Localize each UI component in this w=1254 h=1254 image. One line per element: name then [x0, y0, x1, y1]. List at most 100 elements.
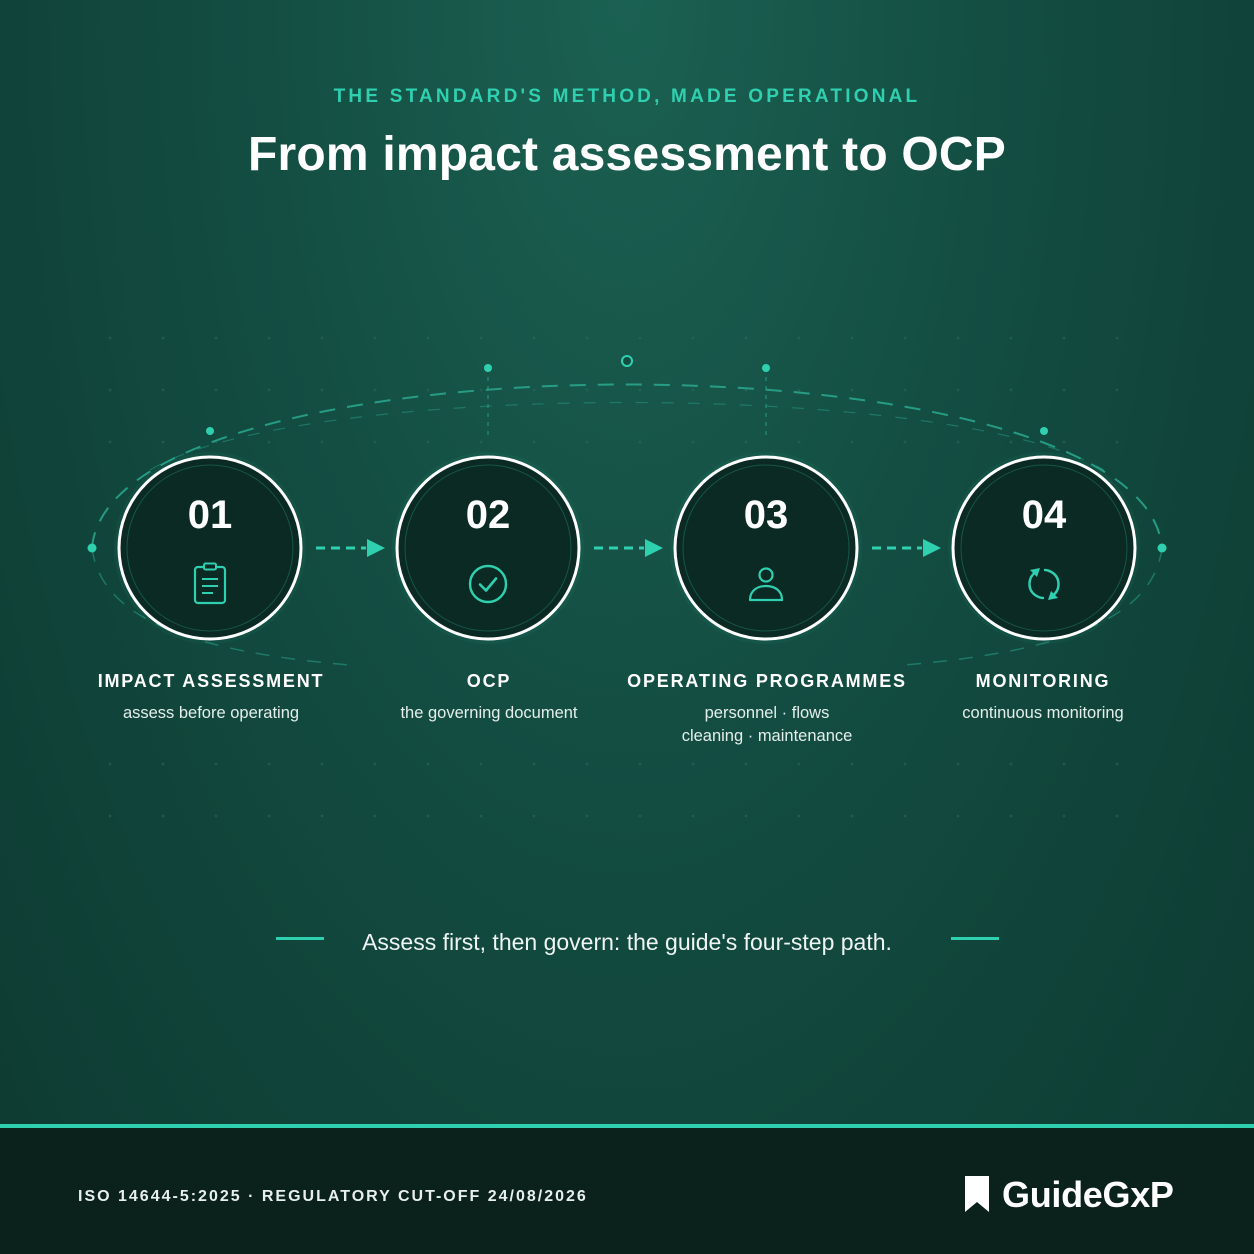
grid-dot [373, 388, 377, 392]
grid-dot [638, 762, 642, 766]
grid-dot [850, 762, 854, 766]
grid-dot [1115, 440, 1119, 444]
grid-dot [426, 336, 430, 340]
grid-dot [214, 762, 218, 766]
grid-dot [903, 814, 907, 818]
grid-dot [585, 440, 589, 444]
grid-dot [1062, 336, 1066, 340]
grid-dot [214, 388, 218, 392]
grid-dot [956, 388, 960, 392]
eyebrow-label: THE STANDARD'S METHOD, MADE OPERATIONAL [333, 86, 921, 107]
grid-dot [956, 814, 960, 818]
step-circle-2 [392, 452, 584, 644]
grid-dot [161, 440, 165, 444]
step-circle-1 [114, 452, 306, 644]
step-subtitle-line: continuous monitoring [962, 704, 1124, 722]
person-icon [748, 567, 784, 602]
grid-dot [108, 762, 112, 766]
step-title-2: OCP [466, 671, 512, 691]
grid-dot [744, 440, 748, 444]
caption-rule-right [951, 937, 999, 940]
grid-dot [532, 336, 536, 340]
grid-dot [426, 814, 430, 818]
grid-dot [1062, 814, 1066, 818]
grid-dot [585, 388, 589, 392]
grid-dot [1009, 440, 1013, 444]
grid-dot [161, 814, 165, 818]
grid-dot [744, 762, 748, 766]
grid-dot [108, 814, 112, 818]
grid-dot [1115, 762, 1119, 766]
grid-dot [850, 336, 854, 340]
grid-dot [267, 336, 271, 340]
grid-dot [108, 388, 112, 392]
arrow-3-4 [872, 539, 941, 557]
grid-dot [532, 814, 536, 818]
step-title-3: OPERATING PROGRAMMES [627, 671, 907, 691]
grid-dot [903, 440, 907, 444]
clipboard-icon [193, 562, 227, 605]
grid-dot [850, 814, 854, 818]
caption: Assess first, then govern: the guide's f… [362, 929, 892, 955]
step-title-1: IMPACT ASSESSMENT [97, 671, 325, 691]
grid-dot [797, 336, 801, 340]
grid-dot [903, 762, 907, 766]
grid-dot [1009, 814, 1013, 818]
grid-dot [267, 388, 271, 392]
grid-dot [479, 336, 483, 340]
grid-dot [691, 388, 695, 392]
grid-dot [479, 762, 483, 766]
arc-node [206, 427, 214, 435]
grid-dot [267, 814, 271, 818]
grid-dot [479, 814, 483, 818]
grid-dot [638, 388, 642, 392]
step-subtitle-1: assess before operating [61, 702, 361, 725]
arc-node [1040, 427, 1048, 435]
bookmark-icon [965, 1176, 989, 1212]
step-number-1: 01 [187, 493, 233, 537]
footer: ISO 14644-5:2025 · REGULATORY CUT-OFF 24… [0, 1124, 1254, 1254]
grid-dot [161, 762, 165, 766]
grid-dot [956, 440, 960, 444]
grid-dot [797, 762, 801, 766]
grid-dot [214, 336, 218, 340]
grid-dot [320, 762, 324, 766]
grid-dot [479, 440, 483, 444]
step-circle-4 [948, 452, 1140, 644]
arc-node-right [1157, 543, 1167, 553]
step-subtitle-line: cleaning · maintenance [681, 727, 853, 745]
grid-dot [1009, 388, 1013, 392]
grid-dot [532, 440, 536, 444]
grid-dot [691, 336, 695, 340]
grid-dot [691, 814, 695, 818]
grid-dot [1009, 336, 1013, 340]
grid-dot [373, 336, 377, 340]
step-subtitle-3: personnel · flows cleaning · maintenance [617, 702, 917, 748]
grid-dot [108, 440, 112, 444]
arrow-1-2 [316, 539, 385, 557]
refresh-cycle-icon [1028, 568, 1060, 600]
outer-arc [91, 383, 1163, 549]
grid-dot [373, 762, 377, 766]
grid-dot [426, 388, 430, 392]
page-title: From impact assessment to OCP [247, 128, 1007, 181]
grid-dot [479, 388, 483, 392]
grid-dot [161, 336, 165, 340]
grid-dot [373, 814, 377, 818]
grid-dot [214, 814, 218, 818]
grid-dot [797, 814, 801, 818]
grid-dot [903, 388, 907, 392]
step-subtitle-2: the governing document [339, 702, 639, 725]
grid-dot [638, 440, 642, 444]
grid-dot [850, 440, 854, 444]
grid-dot [426, 440, 430, 444]
grid-dot [532, 762, 536, 766]
dot-grid [108, 336, 1119, 818]
grid-dot [797, 440, 801, 444]
step-subtitle-line: assess before operating [122, 704, 300, 722]
step-number-3: 03 [743, 493, 789, 537]
grid-dot [532, 388, 536, 392]
grid-dot [1062, 762, 1066, 766]
grid-dot [638, 336, 642, 340]
